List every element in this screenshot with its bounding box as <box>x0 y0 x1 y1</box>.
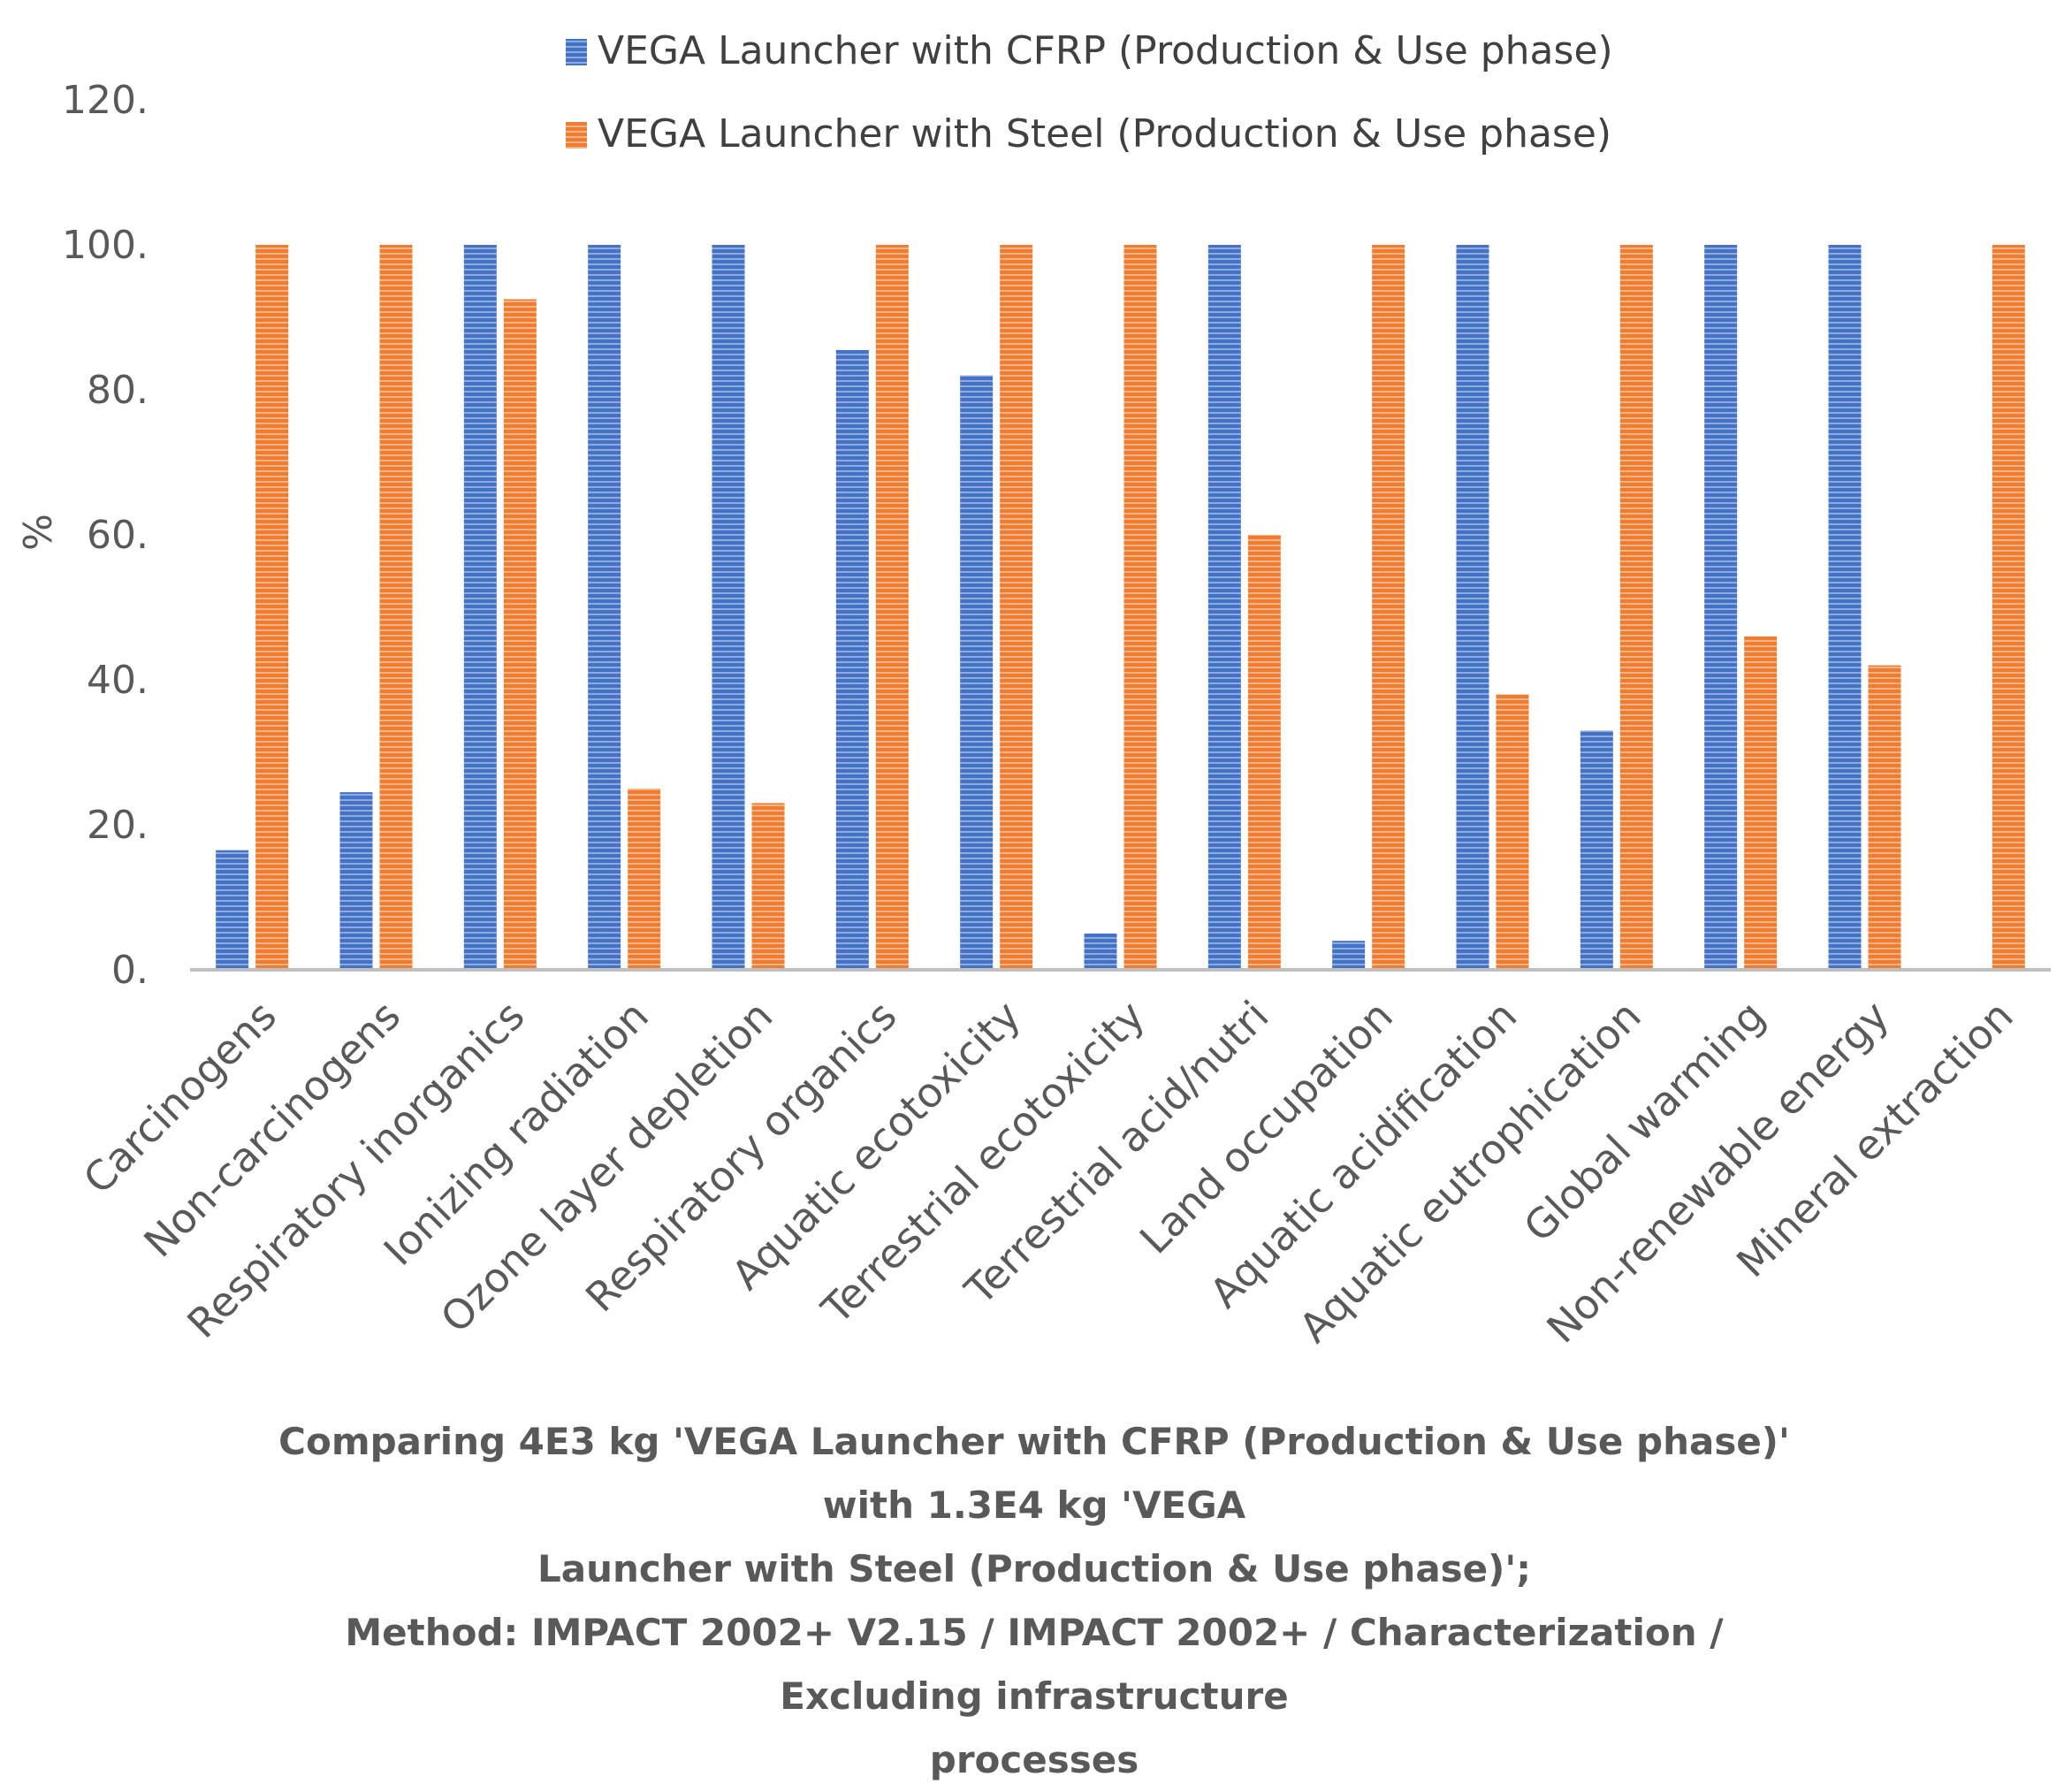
y-axis-label: % <box>16 514 61 551</box>
bar-cfrp <box>216 850 249 970</box>
bar-steel <box>628 789 661 970</box>
bar-cfrp <box>1580 730 1613 970</box>
bar-steel <box>1619 245 1653 970</box>
legend-swatch-cfrp <box>566 39 587 65</box>
bar-cfrp <box>1704 245 1738 970</box>
y-tick-label: 20. <box>87 803 149 848</box>
bar-steel <box>875 245 909 970</box>
bar-steel <box>1744 636 1778 970</box>
bars <box>216 245 2025 971</box>
y-tick-label: 60. <box>87 513 149 558</box>
bar-cfrp <box>1332 941 1366 970</box>
y-tick-label: 80. <box>87 368 149 413</box>
caption-line: Method: IMPACT 2002+ V2.15 / IMPACT 2002… <box>345 1611 1724 1718</box>
y-tick-label: 0. <box>111 948 149 993</box>
bar-cfrp <box>1207 245 1241 970</box>
bar-steel <box>503 299 537 970</box>
bar-cfrp <box>1084 934 1117 970</box>
bar-steel <box>1247 535 1281 970</box>
bar-cfrp <box>588 245 621 970</box>
bar-steel <box>1992 245 2025 970</box>
legend: VEGA Launcher with CFRP (Production & Us… <box>566 28 1613 156</box>
bar-cfrp <box>960 375 994 971</box>
chart-area: VEGA Launcher with CFRP (Production & Us… <box>16 28 2051 1353</box>
bar-cfrp <box>712 245 745 970</box>
caption-line: Comparing 4E3 kg 'VEGA Launcher with CFR… <box>278 1420 1790 1527</box>
bar-steel <box>1123 245 1157 970</box>
bar-cfrp <box>1456 245 1489 970</box>
y-axis-ticks: 0. 20. 40. 60. 80. 100. 120. <box>62 78 149 993</box>
bar-cfrp <box>835 349 869 970</box>
bar-steel <box>751 803 785 970</box>
legend-label-steel: VEGA Launcher with Steel (Production & U… <box>598 111 1611 156</box>
legend-swatch-steel <box>566 122 587 149</box>
bar-steel <box>379 245 413 970</box>
chart-caption: Comparing 4E3 kg 'VEGA Launcher with CFR… <box>239 1410 1830 1792</box>
y-tick-label: 120. <box>62 78 149 123</box>
caption-line: Launcher with Steel (Production & Use ph… <box>537 1547 1531 1590</box>
bar-cfrp <box>463 245 497 970</box>
caption-line: processes <box>929 1738 1139 1781</box>
bar-steel <box>1000 245 1033 970</box>
bar-steel <box>255 245 289 970</box>
bar-steel <box>1496 694 1529 970</box>
legend-label-cfrp: VEGA Launcher with CFRP (Production & Us… <box>598 28 1613 73</box>
bar-steel <box>1372 245 1405 970</box>
y-tick-label: 100. <box>62 223 149 268</box>
bar-cfrp <box>1828 245 1862 970</box>
y-tick-label: 40. <box>87 658 149 703</box>
bar-steel <box>1868 665 1901 970</box>
bar-cfrp <box>339 792 373 970</box>
